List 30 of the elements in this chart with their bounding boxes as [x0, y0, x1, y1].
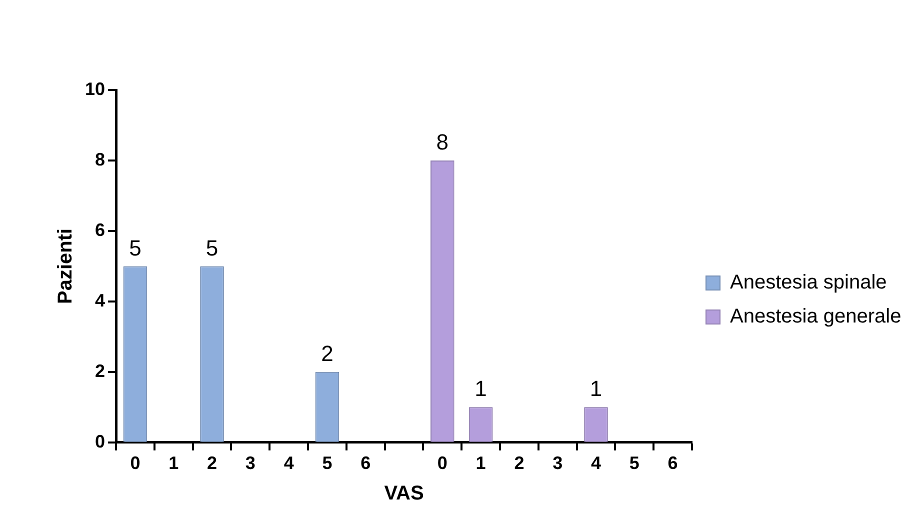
x-tick-label: 1: [168, 453, 179, 474]
x-tick-label: 3: [245, 453, 256, 474]
data-label: 2: [321, 340, 334, 366]
y-tick-label: 8: [95, 149, 106, 170]
y-axis-title: Pazienti: [54, 228, 77, 304]
data-label: 1: [590, 376, 602, 402]
data-label: 8: [436, 130, 449, 155]
x-axis-title: VAS: [384, 482, 424, 505]
x-tick-label: 4: [284, 453, 294, 474]
y-tick-label: 10: [84, 78, 106, 99]
y-tick-label: 0: [95, 431, 106, 452]
y-tick-label: 4: [95, 290, 106, 310]
x-tick-label: 5: [322, 453, 332, 474]
x-tick-label: 2: [514, 453, 524, 474]
x-tick-label: 2: [207, 453, 218, 474]
x-tick-label: 0: [437, 453, 448, 474]
x-tick-label: 5: [629, 453, 640, 474]
data-label: 5: [129, 235, 142, 260]
legend-label: Anestesia spinale: [730, 272, 887, 294]
data-label: 5: [206, 235, 218, 260]
data-label: 1: [474, 376, 487, 402]
legend-label: Anestesia generale: [730, 306, 902, 328]
x-tick-label: 3: [552, 453, 563, 474]
x-tick-label: 0: [130, 453, 140, 474]
x-tick-label: 6: [668, 453, 678, 474]
y-tick-label: 6: [95, 220, 106, 240]
x-tick-label: 6: [360, 453, 371, 474]
x-tick-label: 1: [476, 453, 486, 474]
x-tick-label: 4: [590, 453, 602, 474]
y-tick-label: 2: [95, 360, 106, 381]
